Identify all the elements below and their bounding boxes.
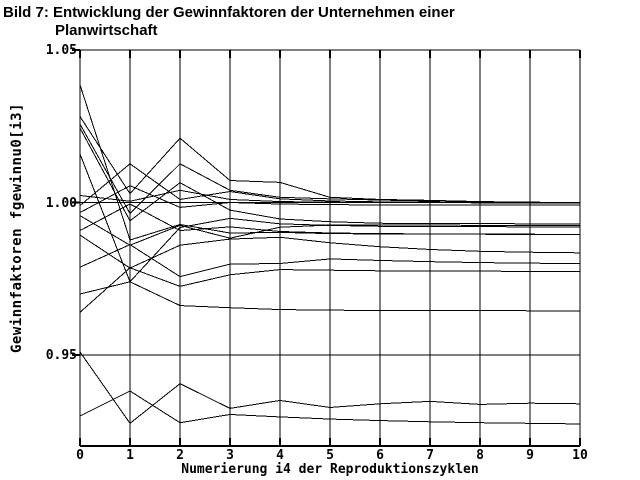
x-tick-label: 5 xyxy=(326,448,334,463)
y-tick-label: 0.95 xyxy=(45,348,77,363)
series-line-s8 xyxy=(79,185,580,214)
x-tick-label: 6 xyxy=(376,448,384,463)
x-tick-label: 4 xyxy=(276,448,284,463)
x-tick-label: 7 xyxy=(426,448,434,463)
series-line-s11 xyxy=(79,234,581,269)
series-line-s4 xyxy=(79,127,580,225)
series-line-s16 xyxy=(79,390,581,425)
x-axis-label: Numerierung i4 der Reproduktionszyklen xyxy=(181,462,479,477)
x-tick-label: 3 xyxy=(226,448,234,463)
figure-title-line1: Bild 7: Entwicklung der Gewinnfaktoren d… xyxy=(3,4,455,21)
gridlines xyxy=(79,50,581,446)
plot-frame xyxy=(79,49,581,447)
series-line-s10 xyxy=(79,203,581,236)
y-tick-label: 1.05 xyxy=(45,43,77,58)
series-line-s13 xyxy=(79,281,580,312)
series-line-s14 xyxy=(79,267,581,313)
series-line-s15 xyxy=(79,351,581,425)
x-tick-label: 9 xyxy=(526,448,534,463)
x-tick-label: 0 xyxy=(76,448,84,463)
x-tick-label: 10 xyxy=(572,448,588,463)
axis-ticks xyxy=(72,49,581,446)
x-tick-label: 2 xyxy=(176,448,184,463)
series-lines xyxy=(79,84,581,425)
figure-title-line2: Planwirtschaft xyxy=(55,22,158,39)
x-tick-label: 1 xyxy=(126,448,134,463)
series-line-s12 xyxy=(79,244,581,278)
series-line-s9 xyxy=(79,215,581,246)
x-tick-label: 8 xyxy=(476,448,484,463)
y-tick-label: 1.00 xyxy=(45,195,77,211)
series-line-s7 xyxy=(79,163,580,206)
